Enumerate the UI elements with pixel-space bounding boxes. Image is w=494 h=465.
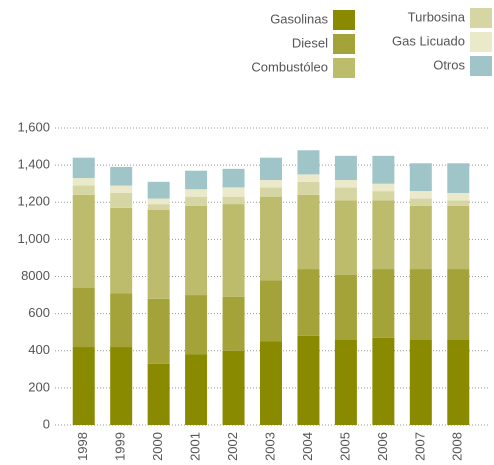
bar-segment (260, 196, 282, 281)
bar-segment (372, 269, 395, 338)
bar-segment (72, 347, 95, 425)
bar-segment (447, 269, 470, 340)
bar-segment (110, 207, 133, 294)
bar-segment (72, 287, 95, 348)
bar-segment (185, 205, 208, 296)
bar-segment (110, 185, 133, 193)
y-tick-label: 8000 (21, 268, 50, 283)
legend-label: Gasolinas (270, 11, 328, 26)
bar-segment (297, 174, 320, 182)
x-tick-label: 2006 (375, 432, 390, 461)
bar-segment (222, 168, 245, 188)
legend-swatch (333, 10, 355, 30)
bar-segment (372, 155, 395, 184)
bar-segment (222, 350, 245, 425)
bar-segment (409, 198, 432, 206)
bar-segment (297, 335, 320, 425)
legend-label: Gas Licuado (392, 33, 465, 48)
bar-segment (147, 298, 170, 364)
legend-label: Otros (433, 57, 465, 72)
bar-segment (185, 170, 208, 190)
bar-segment (147, 181, 170, 199)
bar-segment (409, 269, 432, 340)
bar-segment (147, 198, 170, 205)
x-tick-label: 2007 (412, 432, 427, 461)
bar-segment (222, 196, 245, 205)
bar-segment (147, 209, 170, 299)
bar-segment (409, 191, 432, 199)
bar-segment (334, 339, 357, 425)
x-tick-label: 2004 (300, 432, 315, 461)
x-tick-label: 2000 (150, 432, 165, 461)
bar-segment (334, 155, 357, 180)
bar-segment (372, 337, 395, 425)
y-tick-label: 1,200 (17, 194, 50, 209)
bar-segment (110, 293, 133, 348)
bar-segment (185, 295, 208, 355)
y-tick-label: 600 (28, 305, 50, 320)
bar-segment (297, 269, 320, 336)
bar-segment (147, 363, 170, 425)
bar-segment (110, 166, 133, 186)
bar-segment (110, 347, 133, 425)
bar-segment (372, 183, 395, 192)
bar-segment (297, 181, 320, 195)
legend-swatch (333, 34, 355, 54)
y-tick-label: 1,000 (17, 231, 50, 246)
bar-segment (334, 179, 357, 188)
bar-segment (409, 163, 432, 192)
legend-label: Combustóleo (251, 59, 328, 74)
bar-segment (297, 150, 320, 175)
x-tick-label: 2005 (337, 432, 352, 461)
y-tick-label: 200 (28, 379, 50, 394)
bar-segment (447, 205, 470, 270)
bar-segment (372, 191, 395, 201)
bar-segment (222, 296, 245, 351)
bar-segment (72, 157, 95, 179)
legend-swatch (470, 56, 492, 76)
bar-segment (260, 280, 282, 342)
bar-segment (409, 339, 432, 425)
x-tick-label: 2002 (225, 432, 240, 461)
bar-segment (185, 354, 208, 425)
bar-segment (447, 339, 470, 425)
x-tick-label: 2003 (262, 432, 277, 461)
bar-segment (297, 194, 320, 270)
bar-segment (147, 204, 170, 210)
bar-segment (110, 192, 133, 208)
x-tick-label: 1999 (113, 432, 128, 461)
bar-segment (334, 187, 357, 201)
y-tick-label: 400 (28, 342, 50, 357)
bar-segment (185, 189, 208, 197)
bar-segment (222, 187, 245, 197)
bar-segment (372, 200, 395, 270)
y-tick-label: 1,600 (17, 119, 50, 134)
legend-swatch (470, 32, 492, 52)
bar-segment (185, 196, 208, 206)
x-tick-label: 1998 (75, 432, 90, 461)
x-tick-label: 2001 (188, 432, 203, 461)
bar-segment (447, 200, 470, 206)
bar-segment (409, 205, 432, 270)
bar-segment (334, 200, 357, 275)
bar-segment (72, 185, 95, 195)
bar-segment (447, 192, 470, 201)
bar-segment (72, 178, 95, 186)
bar-segment (260, 341, 282, 425)
x-tick-label: 2008 (450, 432, 465, 461)
bar-segment (334, 274, 357, 340)
bar-segment (72, 194, 95, 288)
bar-segment (260, 179, 282, 188)
legend-label: Diesel (292, 35, 328, 50)
bar-segment (260, 187, 282, 197)
legend-swatch (470, 8, 492, 28)
bar-segment (260, 157, 282, 180)
bar-segment (222, 204, 245, 297)
bar-segment (447, 163, 470, 193)
legend-label: Turbosina (408, 9, 466, 24)
legend-swatch (333, 58, 355, 78)
y-tick-label: 0 (43, 416, 50, 431)
y-tick-label: 1,400 (17, 157, 50, 172)
